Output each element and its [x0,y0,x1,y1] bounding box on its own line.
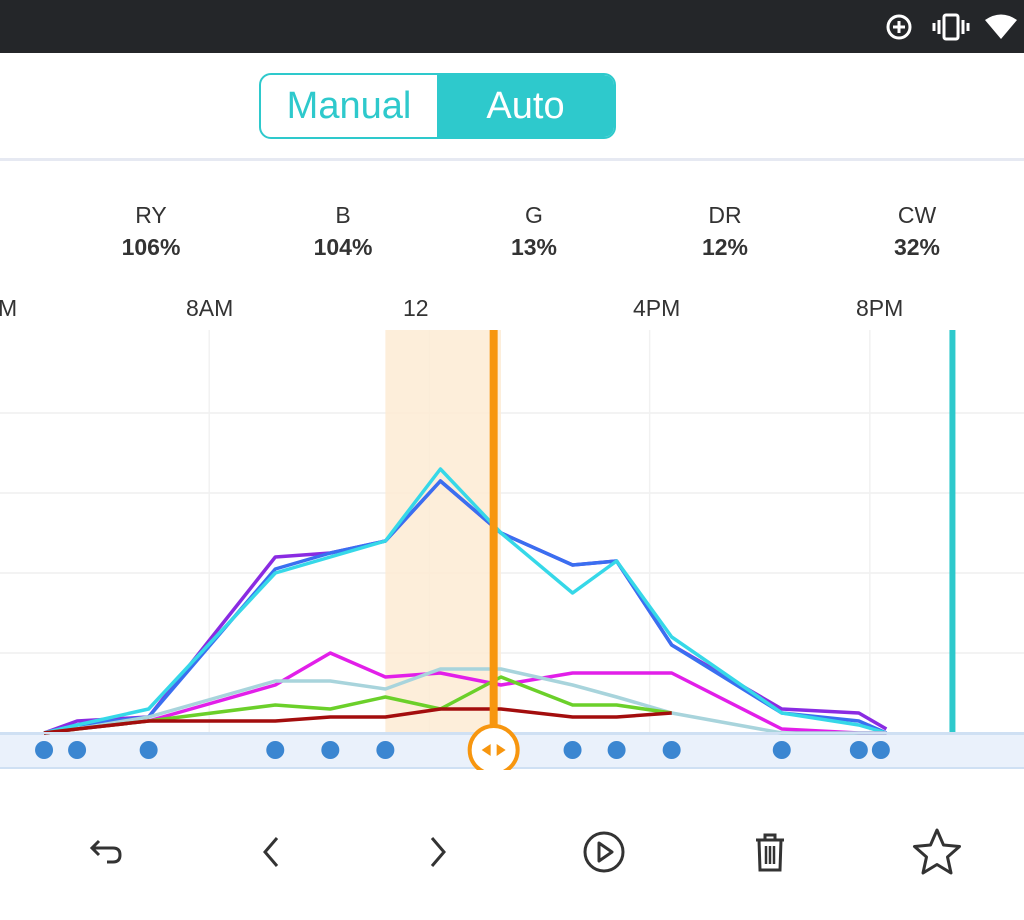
timeline-point [68,741,87,759]
channel-name: RY [135,202,167,228]
chevron-left-icon [263,837,279,867]
series-line-4 [43,651,887,735]
cursor-band [385,330,501,733]
channel-b[interactable]: B 104% [283,202,403,261]
trash-icon [756,833,784,872]
divider [0,158,1024,161]
mode-toggle: Manual Auto [259,73,616,139]
timeline-point [772,741,791,759]
channel-cw[interactable]: CW 32% [857,202,977,261]
spectrum-chart[interactable]: 1:10 PM [0,330,1024,770]
play-button[interactable] [574,822,634,882]
favorite-button[interactable] [907,822,967,882]
series-line-5 [43,667,887,735]
timeline-point [563,741,582,759]
timeline-point [35,741,54,759]
status-bar [0,0,1024,53]
star-icon [913,828,961,875]
wifi-icon [985,14,1017,39]
timeline-point [871,741,890,759]
vibrate-icon [932,13,970,41]
next-button[interactable] [408,822,468,882]
channel-value: 104% [313,234,373,260]
timeline-point [607,741,626,759]
previous-button[interactable] [241,822,301,882]
timeline-point [266,741,285,759]
channel-value: 106% [121,234,181,260]
channel-name: B [335,202,351,228]
channel-name: G [525,202,543,228]
undo-button[interactable] [75,822,135,882]
chevron-right-icon [430,837,446,867]
data-saver-icon [886,14,912,40]
channel-value: 32% [893,234,941,260]
left-right-arrows-icon [481,744,506,756]
undo-icon [89,839,122,864]
channel-name: DR [708,202,742,228]
time-label: M [0,295,18,321]
channel-g[interactable]: G 13% [474,202,594,261]
channel-ry[interactable]: RY 106% [91,202,211,261]
timeline-point [849,741,868,759]
play-circle-icon [583,831,625,873]
timeline-point [376,741,395,759]
time-label: 4PM [633,295,681,321]
time-label: 8AM [186,295,234,321]
time-label: 12 [403,295,429,321]
channel-name: CW [897,202,937,228]
timeline-point [139,741,158,759]
channel-dr[interactable]: DR 12% [665,202,785,261]
timeline-point [662,741,681,759]
timeline-point [321,741,340,759]
series-line-7 [43,707,672,735]
series-line-3 [43,467,887,735]
channel-value: 12% [701,234,749,260]
time-label: 8PM [856,295,904,321]
cursor-handle [467,724,520,770]
manual-mode-button[interactable]: Manual [286,84,412,127]
channel-value: 13% [510,234,558,260]
delete-button[interactable] [740,822,800,882]
auto-mode-button[interactable]: Auto [437,75,614,137]
